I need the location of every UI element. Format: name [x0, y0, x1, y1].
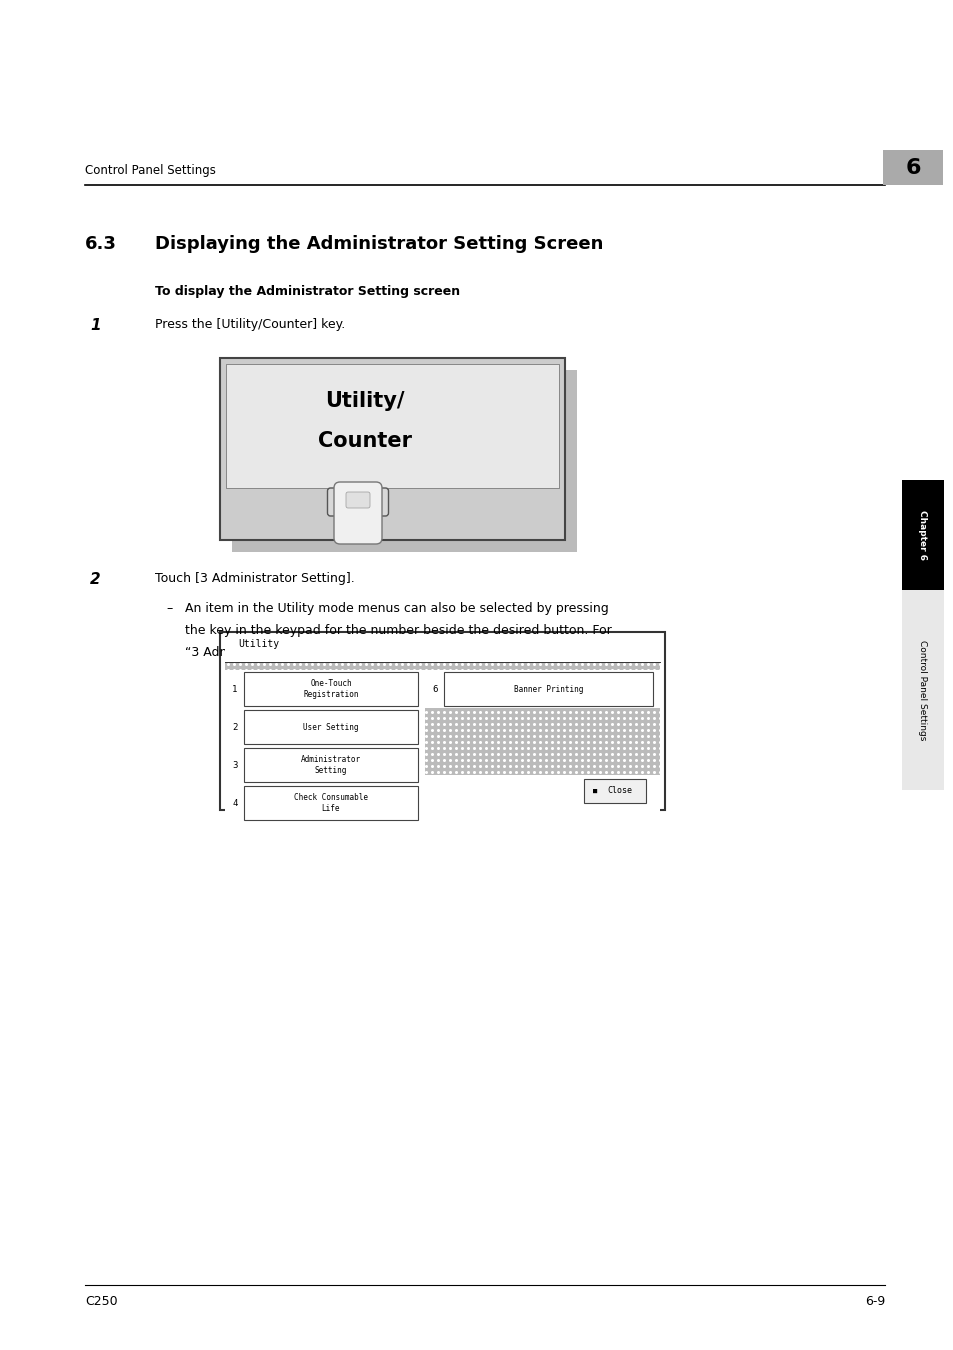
Text: An item in the Utility mode menus can also be selected by pressing: An item in the Utility mode menus can al… — [185, 602, 608, 616]
Bar — [901, 481, 943, 590]
Text: Counter: Counter — [317, 431, 412, 451]
Text: 3: 3 — [233, 760, 237, 770]
FancyBboxPatch shape — [244, 786, 417, 819]
Text: ■: ■ — [592, 788, 597, 794]
Bar — [225, 640, 659, 662]
FancyBboxPatch shape — [244, 710, 417, 744]
Bar — [901, 590, 943, 790]
Text: Close: Close — [607, 787, 632, 795]
Text: Utility: Utility — [237, 639, 279, 649]
Bar — [226, 364, 558, 487]
Text: Control Panel Settings: Control Panel Settings — [85, 163, 215, 177]
FancyBboxPatch shape — [583, 779, 645, 803]
Bar — [225, 652, 659, 775]
Text: One-Touch
Registration: One-Touch Registration — [303, 679, 358, 699]
Text: To display the Administrator Setting screen: To display the Administrator Setting scr… — [154, 285, 459, 298]
Bar — [220, 358, 564, 540]
Text: “3 Administrator Setting”, press the [3] key in the keypad.: “3 Administrator Setting”, press the [3]… — [185, 647, 550, 659]
Text: Press the [Utility/Counter] key.: Press the [Utility/Counter] key. — [154, 319, 345, 331]
Text: Check Consumable
Life: Check Consumable Life — [294, 794, 368, 813]
Text: 4: 4 — [233, 798, 237, 807]
FancyBboxPatch shape — [346, 491, 370, 508]
Text: 2: 2 — [90, 572, 100, 587]
Text: 2: 2 — [233, 722, 237, 732]
Text: 6: 6 — [904, 158, 920, 177]
Bar — [225, 784, 424, 822]
Text: C250: C250 — [85, 1295, 117, 1308]
Text: Touch [3 Administrator Setting].: Touch [3 Administrator Setting]. — [154, 572, 355, 585]
Bar — [225, 670, 424, 707]
Text: Chapter 6: Chapter 6 — [918, 510, 926, 560]
FancyBboxPatch shape — [443, 672, 652, 706]
Bar — [882, 150, 942, 185]
Text: Control Panel Settings: Control Panel Settings — [918, 640, 926, 740]
Text: 6.3: 6.3 — [85, 235, 117, 252]
Text: Banner Printing: Banner Printing — [514, 684, 582, 694]
Bar — [424, 670, 659, 707]
Text: 6: 6 — [432, 684, 437, 694]
Bar — [225, 747, 424, 784]
Bar — [225, 775, 659, 822]
FancyBboxPatch shape — [244, 672, 417, 706]
Bar — [225, 707, 424, 747]
FancyBboxPatch shape — [334, 482, 381, 544]
Text: User Setting: User Setting — [303, 722, 358, 732]
Text: 1: 1 — [90, 319, 100, 333]
Text: 6-9: 6-9 — [863, 1295, 884, 1308]
FancyBboxPatch shape — [327, 487, 388, 516]
Text: Displaying the Administrator Setting Screen: Displaying the Administrator Setting Scr… — [154, 235, 602, 252]
Text: Administrator
Setting: Administrator Setting — [300, 755, 360, 775]
Bar — [232, 370, 577, 552]
Text: the key in the keypad for the number beside the desired button. For: the key in the keypad for the number bes… — [185, 624, 611, 637]
Text: Utility/: Utility/ — [325, 392, 404, 412]
Text: –: – — [167, 602, 172, 616]
Bar — [220, 632, 664, 810]
Text: 1: 1 — [233, 684, 237, 694]
FancyBboxPatch shape — [244, 748, 417, 782]
